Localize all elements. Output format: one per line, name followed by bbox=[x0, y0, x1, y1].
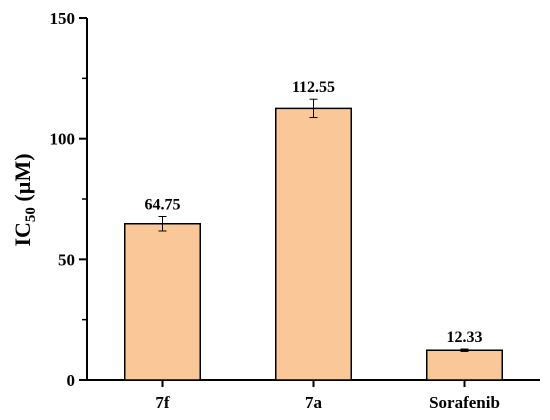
y-tick-label-0: 0 bbox=[67, 371, 76, 390]
svg-text:IC50 (µM): IC50 (µM) bbox=[10, 153, 39, 246]
x-tick-label-7f: 7f bbox=[155, 393, 170, 412]
y-tick-label-150: 150 bbox=[50, 9, 76, 28]
bar-Sorafenib bbox=[426, 349, 503, 381]
x-tick-label-7a: 7a bbox=[305, 393, 323, 412]
y-tick-label-50: 50 bbox=[58, 250, 75, 269]
y-tick-label-100: 100 bbox=[50, 130, 76, 149]
bar-7a bbox=[275, 107, 352, 381]
y-axis-title-main: IC bbox=[10, 222, 35, 246]
y-axis-title-unit: (µM) bbox=[10, 153, 35, 207]
y-axis-title-subscript: 50 bbox=[23, 207, 39, 222]
bar-7f bbox=[124, 222, 201, 381]
data-label-Sorafenib: 12.33 bbox=[447, 329, 483, 346]
data-label-7f: 64.75 bbox=[145, 196, 181, 213]
data-label-7a: 112.55 bbox=[292, 79, 335, 96]
plot-area: 0 50 100 150 64.75 7f 112.55 7a 12.33 Sorafenib bbox=[50, 9, 540, 412]
y-axis-title: IC50 (µM) bbox=[10, 153, 39, 246]
x-tick-label-Sorafenib: Sorafenib bbox=[429, 393, 500, 412]
